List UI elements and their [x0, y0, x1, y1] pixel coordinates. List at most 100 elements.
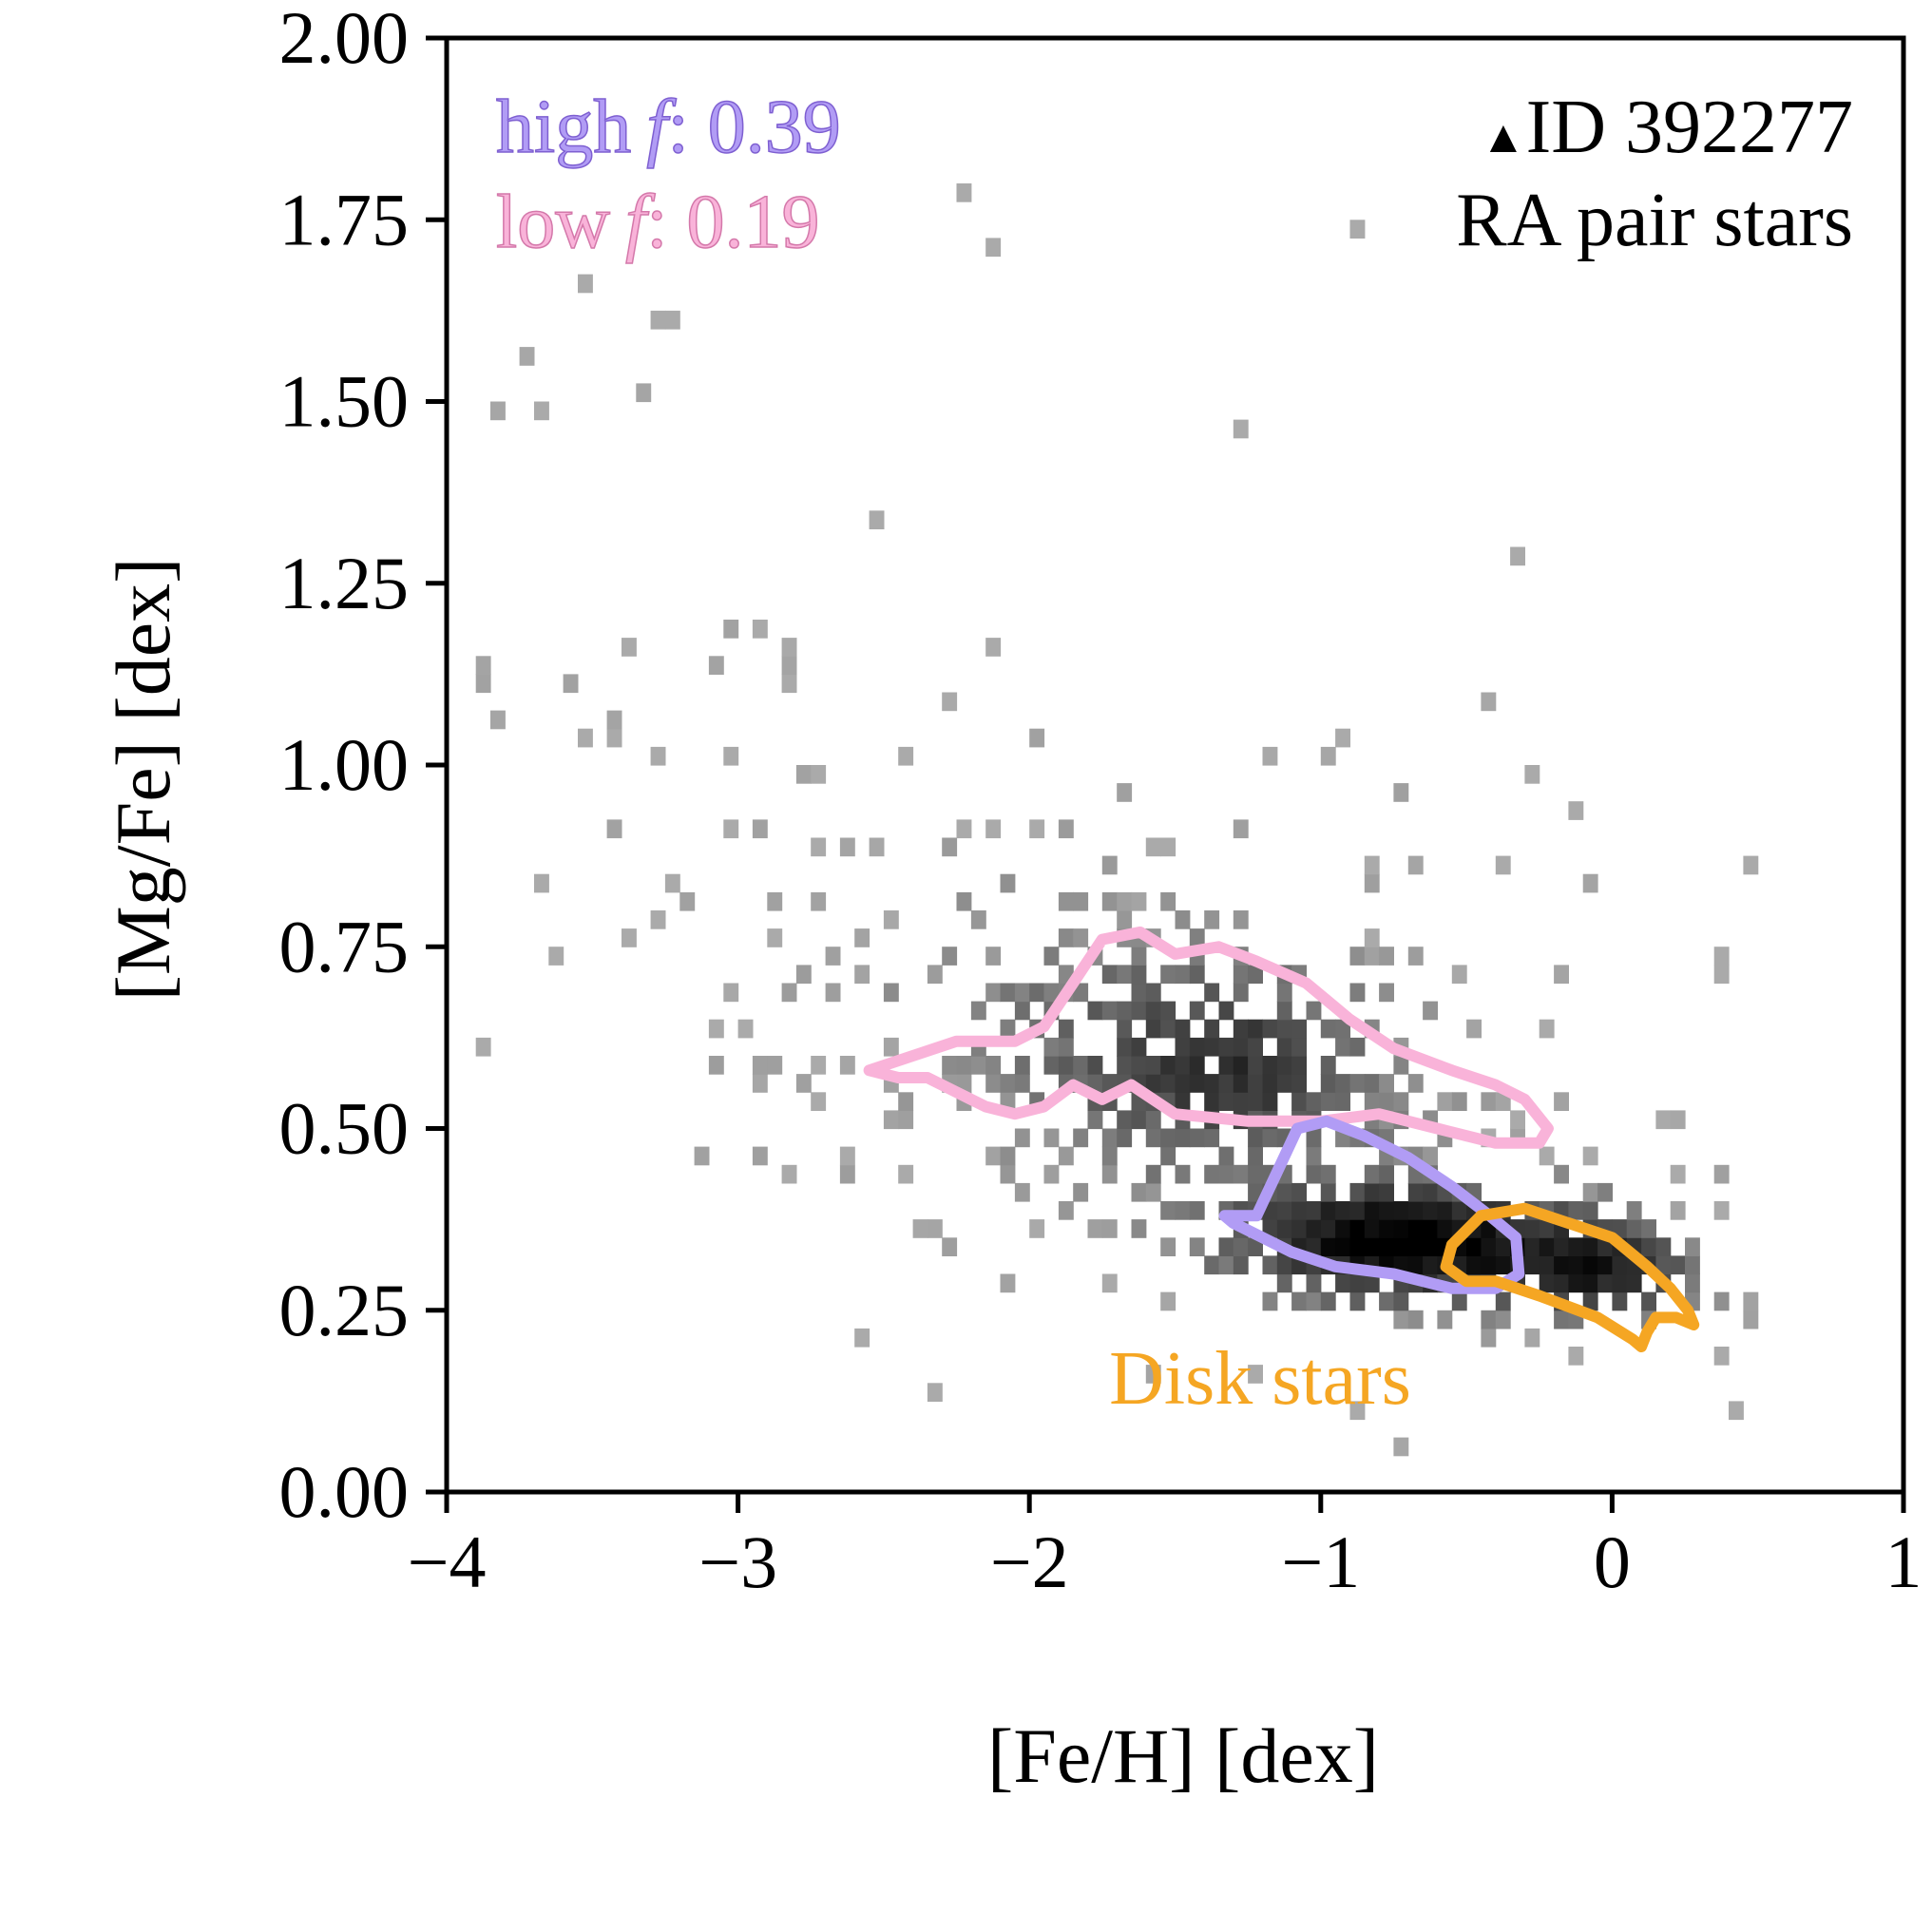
histogram-cell [1407, 1310, 1424, 1329]
histogram-cell [1043, 1128, 1060, 1148]
histogram-cell [1393, 1310, 1409, 1329]
histogram-cell [1043, 1037, 1060, 1057]
histogram-cell [475, 674, 491, 694]
histogram-cell [1160, 891, 1176, 911]
histogram-cell [1029, 819, 1045, 839]
histogram-cell [1175, 1056, 1191, 1075]
histogram-cell [1670, 1255, 1686, 1275]
histogram-cell [1248, 1037, 1263, 1057]
histogram-cells [475, 183, 1759, 1457]
histogram-cell [1218, 1164, 1234, 1184]
histogram-cell [795, 965, 812, 985]
histogram-cell [942, 837, 958, 857]
histogram-cell [1364, 1092, 1380, 1111]
histogram-cell [708, 1056, 724, 1075]
histogram-cell [1568, 1237, 1584, 1256]
histogram-cell [1101, 1273, 1118, 1293]
histogram-cell [1481, 692, 1497, 712]
histogram-cell [1582, 1291, 1598, 1311]
histogram-cell [490, 401, 506, 421]
histogram-cell [1481, 1255, 1497, 1275]
histogram-cell [1058, 891, 1074, 911]
histogram-cell [1101, 1001, 1118, 1021]
histogram-cell [1554, 1237, 1569, 1256]
histogram-cell [811, 891, 827, 911]
histogram-cell [1043, 983, 1060, 1003]
y-tick-label: 1.50 [279, 360, 410, 443]
histogram-cell [1364, 1237, 1380, 1256]
x-axis-title: [Fe/H] [dex] [987, 1712, 1379, 1799]
histogram-cell [1379, 1291, 1394, 1311]
histogram-cell [1554, 1310, 1569, 1329]
histogram-cell [1349, 1037, 1366, 1057]
histogram-cell [795, 765, 812, 784]
histogram-cell [1335, 1219, 1350, 1238]
histogram-cell [1101, 1219, 1118, 1238]
histogram-cell [1262, 1092, 1278, 1111]
histogram-cell [1189, 928, 1205, 947]
histogram-cell [1495, 1237, 1511, 1256]
histogram-cell [622, 928, 637, 947]
histogram-cell [1101, 1146, 1118, 1166]
histogram-cell [1713, 1347, 1730, 1366]
histogram-cell [1204, 983, 1220, 1003]
histogram-cell [1291, 1219, 1307, 1238]
histogram-cell [578, 728, 593, 748]
histogram-cell [1204, 1255, 1220, 1275]
histogram-cell [1437, 1310, 1453, 1329]
histogram-cell [970, 1056, 986, 1075]
histogram-cell [1349, 1219, 1366, 1238]
high-f-annotation: high f: 0.39 [496, 86, 841, 169]
histogram-cell [811, 765, 827, 784]
id-text: ID 392277 [1526, 86, 1853, 169]
histogram-cell [1407, 1255, 1424, 1275]
histogram-cell [1276, 1219, 1292, 1238]
histogram-cell [1335, 1237, 1350, 1256]
histogram-cell [1349, 1074, 1366, 1093]
histogram-cell [1117, 1110, 1133, 1130]
histogram-cell [1335, 1037, 1350, 1057]
histogram-cell [1495, 1291, 1511, 1311]
histogram-cell [767, 928, 783, 947]
histogram-cell [898, 1092, 914, 1111]
histogram-cell [1189, 1056, 1205, 1075]
histogram-cell [1204, 910, 1220, 929]
histogram-cell [1043, 1164, 1060, 1184]
histogram-cell [1145, 1182, 1161, 1202]
histogram-cell [1423, 1146, 1438, 1166]
histogram-cell [1713, 947, 1730, 966]
histogram-cell [650, 910, 666, 929]
histogram-cell [490, 710, 506, 730]
histogram-cell [1145, 1365, 1161, 1384]
histogram-cell [1189, 1037, 1205, 1057]
histogram-cell [781, 1164, 797, 1184]
histogram-cell [1379, 1237, 1394, 1256]
histogram-cell [1349, 1237, 1366, 1256]
histogram-cell [1175, 1201, 1191, 1220]
histogram-cell [606, 728, 622, 748]
histogram-cell [1524, 1237, 1540, 1256]
histogram-cell [1276, 1056, 1292, 1075]
histogram-cell [1145, 1164, 1161, 1184]
histogram-cell [1437, 1201, 1453, 1220]
histogram-cell [1393, 1437, 1409, 1457]
histogram-cell [563, 674, 579, 694]
histogram-cell [1233, 1056, 1249, 1075]
histogram-cell [1393, 1219, 1409, 1238]
histogram-cell [1204, 1164, 1220, 1184]
histogram-cell [1466, 1019, 1482, 1039]
histogram-cell [1379, 1092, 1394, 1111]
x-tick-label: −2 [990, 1521, 1069, 1603]
histogram-cell [1320, 1291, 1336, 1311]
histogram-cell [708, 1019, 724, 1039]
y-tick-label: 0.00 [279, 1450, 410, 1533]
histogram-cell [942, 1056, 958, 1075]
histogram-cell [1393, 1056, 1409, 1075]
histogram-cell [1087, 1056, 1103, 1075]
histogram-cell [1393, 1237, 1409, 1256]
histogram-cell [1175, 1164, 1191, 1184]
histogram-cell [1073, 1182, 1089, 1202]
histogram-cell [1335, 728, 1350, 748]
histogram-cell [1189, 1128, 1205, 1148]
histogram-cell [1451, 1201, 1467, 1220]
